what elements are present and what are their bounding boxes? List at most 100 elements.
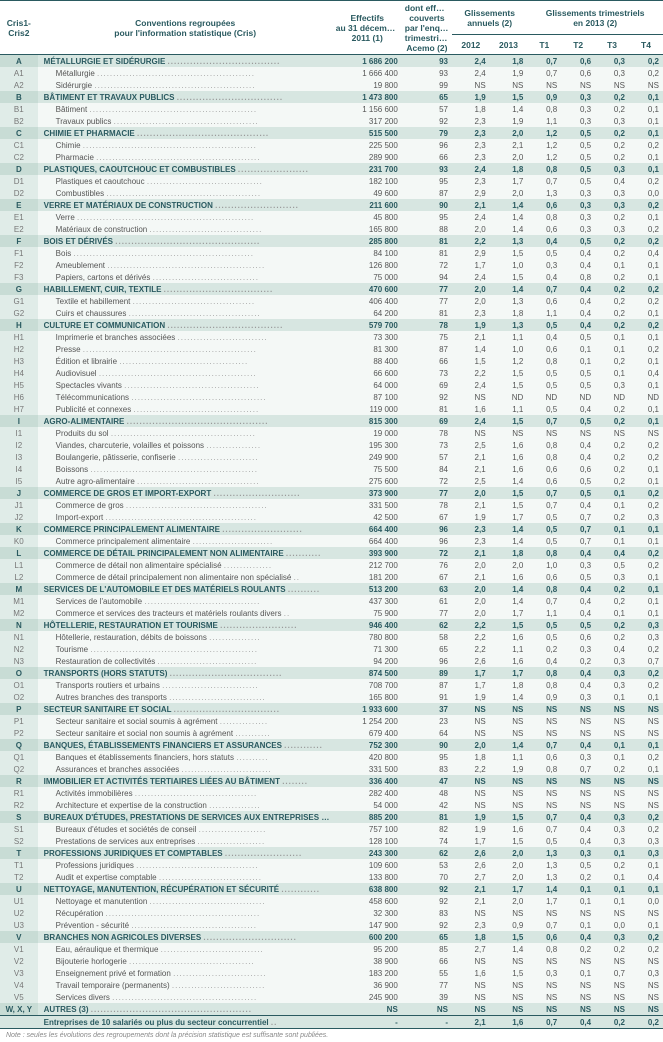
row-t1: 0,5 (527, 403, 561, 415)
header-t2: T2 (561, 35, 595, 55)
row-t4: 0,2 (629, 55, 663, 68)
row-t1: 0,6 (527, 571, 561, 583)
row-t3: 0,3 (595, 55, 629, 68)
row-code: I2 (0, 439, 38, 451)
table-row: F1Bois .................................… (0, 247, 663, 259)
table-row: U3Prévention - sécurité ................… (0, 919, 663, 931)
row-2012: NS (452, 907, 490, 919)
row-label: Restauration de collectivités ..........… (38, 655, 333, 667)
table-row: DPLASTIQUES, CAOUTCHOUC ET COMBUSTIBLES … (0, 163, 663, 175)
row-label: Autre agro-alimentaire .................… (38, 475, 333, 487)
row-t2: NS (561, 955, 595, 967)
table-row: I4Boissons .............................… (0, 463, 663, 475)
row-t3: 0,2 (595, 151, 629, 163)
row-t1: 0,7 (527, 919, 561, 931)
row-eff: 874 500 (333, 667, 402, 679)
row-t2: 0,3 (561, 187, 595, 199)
row-t2: 0,4 (561, 931, 595, 943)
row-acemo: 61 (402, 595, 452, 607)
row-2012: 1,7 (452, 667, 490, 679)
row-t3: 0,0 (595, 919, 629, 931)
row-2013: 1,1 (490, 331, 528, 343)
table-row: H3Édition et librairie .................… (0, 355, 663, 367)
row-code: I (0, 415, 38, 427)
row-eff: 64 200 (333, 307, 402, 319)
table-row: H7Publicité et connexes ................… (0, 403, 663, 415)
row-code: R2 (0, 799, 38, 811)
row-t1: 0,5 (527, 319, 561, 331)
row-2013: 1,5 (490, 835, 528, 847)
row-code: G1 (0, 295, 38, 307)
row-eff: 19 000 (333, 427, 402, 439)
table-row: G2Cuirs et chaussures ..................… (0, 307, 663, 319)
row-acemo: 69 (402, 415, 452, 427)
row-acemo: 64 (402, 727, 452, 739)
header-code: Cris1-Cris2 (0, 1, 38, 55)
row-acemo: 95 (402, 751, 452, 763)
row-acemo: 92 (402, 883, 452, 895)
row-acemo: 57 (402, 103, 452, 115)
row-2012: NS (452, 787, 490, 799)
row-code: H4 (0, 367, 38, 379)
total-eff: - (333, 1016, 402, 1029)
total-row: Entreprises de 10 salariés ou plus du se… (0, 1016, 663, 1029)
row-acemo: 67 (402, 511, 452, 523)
row-2013: NS (490, 907, 528, 919)
row-acemo: 53 (402, 859, 452, 871)
row-t3: 0,5 (595, 559, 629, 571)
row-eff: 282 400 (333, 787, 402, 799)
row-acemo: NS (402, 1003, 452, 1016)
row-label: Imprimerie et branches associées .......… (38, 331, 333, 343)
row-t4: 0,3 (629, 511, 663, 523)
table-row: H2Presse ...............................… (0, 343, 663, 355)
row-label: Sidérurgie .............................… (38, 79, 333, 91)
row-acemo: 77 (402, 979, 452, 991)
row-label: Bois ...................................… (38, 247, 333, 259)
row-acemo: 78 (402, 319, 452, 331)
table-row: BBÂTIMENT ET TRAVAUX PUBLICS ...........… (0, 91, 663, 103)
row-eff: 664 400 (333, 535, 402, 547)
row-2012: 1,7 (452, 679, 490, 691)
row-t1: 0,4 (527, 271, 561, 283)
row-2013: 1,4 (490, 199, 528, 211)
table-row: V1Eau, aéraulique et thermique .........… (0, 943, 663, 955)
row-label: Matériaux de construction ..............… (38, 223, 333, 235)
row-t4: 0,1 (629, 763, 663, 775)
row-code: D (0, 163, 38, 175)
table-row: H1Imprimerie et branches associées .....… (0, 331, 663, 343)
row-2012: NS (452, 727, 490, 739)
row-label: Commerce principalement alimentaire ....… (38, 535, 333, 547)
row-t2: 0,4 (561, 403, 595, 415)
row-t4: 0,1 (629, 103, 663, 115)
row-t1: 0,4 (527, 235, 561, 247)
row-eff: 19 800 (333, 79, 402, 91)
row-2013: 1,7 (490, 667, 528, 679)
row-t4: 0,1 (629, 151, 663, 163)
row-t3: 0,3 (595, 187, 629, 199)
row-t3: 0,3 (595, 931, 629, 943)
row-t3: 0,3 (595, 115, 629, 127)
row-2013: 1,4 (490, 595, 528, 607)
table-row: W, X, YAUTRES (3) ......................… (0, 1003, 663, 1016)
row-t4: 0,2 (629, 559, 663, 571)
row-t1: 0,8 (527, 667, 561, 679)
row-acemo: 72 (402, 475, 452, 487)
table-row: V5Services divers ......................… (0, 991, 663, 1003)
row-eff: 87 100 (333, 391, 402, 403)
row-eff: 54 000 (333, 799, 402, 811)
row-2013: 1,5 (490, 271, 528, 283)
table-row: AMÉTALLURGIE ET SIDÉRURGIE .............… (0, 55, 663, 68)
row-t2: 0,5 (561, 367, 595, 379)
row-2013: 1,8 (490, 679, 528, 691)
table-row: L1Commerce de détail non alimentaire spé… (0, 559, 663, 571)
row-t1: 0,7 (527, 415, 561, 427)
row-2013: NS (490, 979, 528, 991)
total-2012: 2,1 (452, 1016, 490, 1029)
row-t1: 1,3 (527, 847, 561, 859)
row-t4: 0,2 (629, 343, 663, 355)
table-row: H5Spectacles vivants ...................… (0, 379, 663, 391)
row-t2: 0,1 (561, 919, 595, 931)
row-code: L2 (0, 571, 38, 583)
row-2012: 2,0 (452, 295, 490, 307)
row-label: BUREAUX D'ÉTUDES, PRESTATIONS DE SERVICE… (38, 811, 333, 823)
